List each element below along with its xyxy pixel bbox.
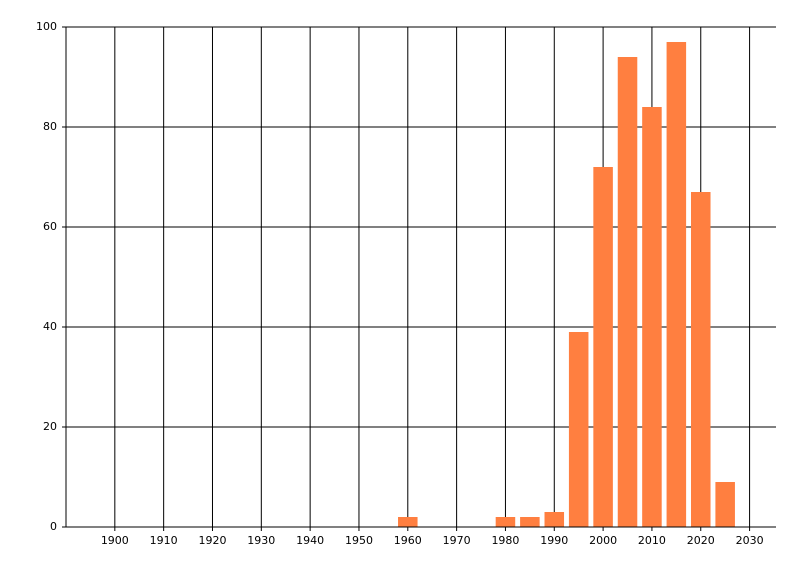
bar [568, 332, 589, 527]
y-tick-label: 20 [43, 420, 57, 433]
bar [593, 167, 613, 527]
x-tick-label: 2000 [589, 534, 617, 547]
y-tick-label: 40 [43, 320, 57, 333]
x-tick-label: 1900 [101, 534, 129, 547]
bar [520, 517, 540, 527]
bar [715, 482, 735, 527]
x-tick-label: 1970 [443, 534, 471, 547]
y-tick-label: 0 [50, 520, 57, 533]
bar [642, 107, 662, 527]
x-tick-label: 1930 [247, 534, 275, 547]
y-tick-label: 60 [43, 220, 57, 233]
x-tick-label: 2020 [687, 534, 715, 547]
x-tick-label: 1920 [198, 534, 226, 547]
x-tick-label: 1960 [394, 534, 422, 547]
bar [398, 517, 418, 527]
bar [495, 517, 516, 527]
x-tick-label: 1980 [491, 534, 519, 547]
bar [666, 42, 687, 527]
x-tick-label: 1910 [150, 534, 178, 547]
bar [690, 192, 711, 527]
y-tick-label: 100 [36, 20, 57, 33]
x-tick-label: 1950 [345, 534, 373, 547]
bar [544, 512, 565, 527]
x-tick-label: 2010 [638, 534, 666, 547]
x-tick-label: 2030 [736, 534, 764, 547]
bar [617, 57, 638, 527]
x-tick-label: 1940 [296, 534, 324, 547]
y-tick-label: 80 [43, 120, 57, 133]
x-tick-label: 1990 [540, 534, 568, 547]
